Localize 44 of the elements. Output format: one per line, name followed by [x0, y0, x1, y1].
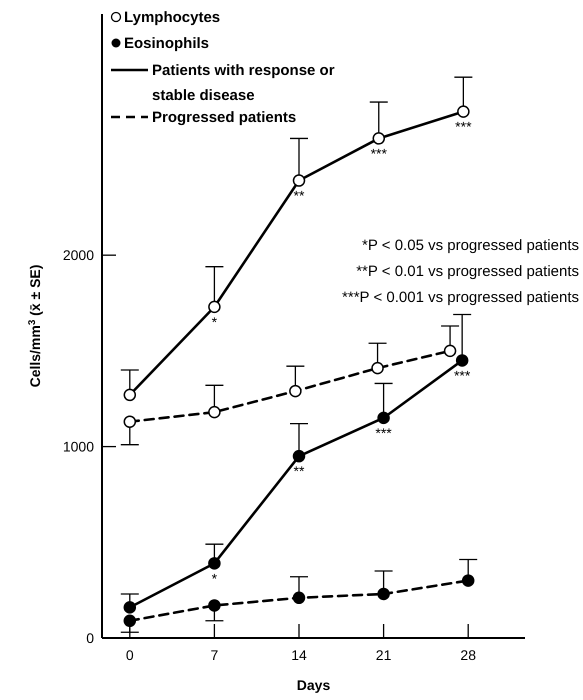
annotation: Progressed patients: [152, 109, 296, 126]
point: [208, 406, 221, 418]
x-tick-label: 7: [210, 647, 218, 663]
point: [124, 601, 136, 614]
point: [292, 450, 306, 462]
point: [289, 384, 302, 398]
point: [292, 174, 306, 187]
y-tick-label: 0: [86, 630, 94, 646]
point: [377, 412, 390, 424]
x-tick-label: 0: [126, 647, 134, 663]
point: [124, 415, 136, 428]
point: [462, 574, 474, 587]
annotation: Patients with response or stable disease: [152, 62, 335, 104]
point: [208, 300, 221, 314]
annotation: **: [294, 188, 305, 204]
annotation: Eosinophils: [124, 35, 210, 52]
annotation: *P < 0.05 vs progressed patients: [362, 237, 579, 254]
point: [457, 105, 470, 118]
annotation: *: [212, 314, 218, 330]
point: [208, 557, 221, 570]
annotation: ***: [455, 118, 472, 135]
annotation: *: [212, 570, 218, 586]
annotation: ***: [375, 424, 392, 441]
y-tick-label: 2000: [62, 247, 94, 264]
x-tick-label: 14: [291, 647, 307, 663]
point: [292, 592, 306, 604]
x-axis-title: Days: [296, 677, 330, 693]
point: [377, 588, 390, 600]
x-tick-label: 28: [460, 647, 476, 663]
annotation: **: [294, 463, 305, 480]
point: [124, 614, 136, 628]
annotation: Lymphocytes: [124, 9, 220, 26]
point: [456, 354, 468, 367]
annotation: ***P < 0.001 vs progressed patients: [342, 289, 579, 306]
point: [444, 344, 456, 358]
point: [208, 599, 221, 612]
annotation: ***: [370, 145, 388, 162]
x-tick-label: 21: [376, 647, 392, 663]
point: [124, 388, 136, 402]
annotation: ***: [454, 367, 471, 384]
annotation: **P < 0.01 vs progressed patients: [356, 263, 579, 280]
point: [371, 362, 384, 374]
y-tick-label: 1000: [62, 438, 94, 454]
point: [372, 132, 386, 145]
